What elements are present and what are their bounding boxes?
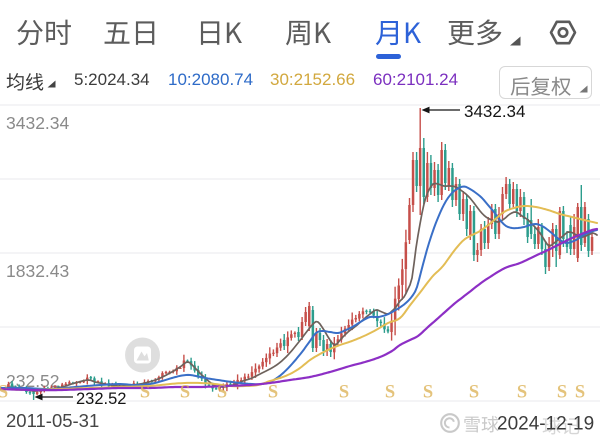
svg-text:S: S [423, 383, 433, 403]
svg-text:S: S [180, 383, 190, 403]
svg-text:S: S [217, 383, 227, 403]
svg-text:S: S [517, 383, 527, 403]
svg-text:3432.34: 3432.34 [6, 113, 70, 133]
svg-text:雪球: 雪球 [463, 411, 499, 437]
svg-text:2011-05-31: 2011-05-31 [6, 410, 99, 431]
svg-text:S: S [575, 383, 585, 403]
svg-text:S: S [339, 383, 349, 403]
svg-text:S: S [469, 383, 479, 403]
svg-text:3432.34: 3432.34 [464, 102, 525, 121]
svg-text:S: S [0, 383, 8, 403]
svg-text:1832.43: 1832.43 [6, 261, 69, 281]
svg-text:2024-12-19: 2024-12-19 [497, 414, 594, 435]
svg-text:S: S [385, 383, 395, 403]
svg-text:S: S [557, 383, 567, 403]
svg-text:S: S [268, 383, 278, 403]
svg-text:S: S [140, 383, 150, 403]
svg-text:232.52: 232.52 [76, 390, 126, 408]
svg-text:球记: 球记 [542, 412, 580, 439]
